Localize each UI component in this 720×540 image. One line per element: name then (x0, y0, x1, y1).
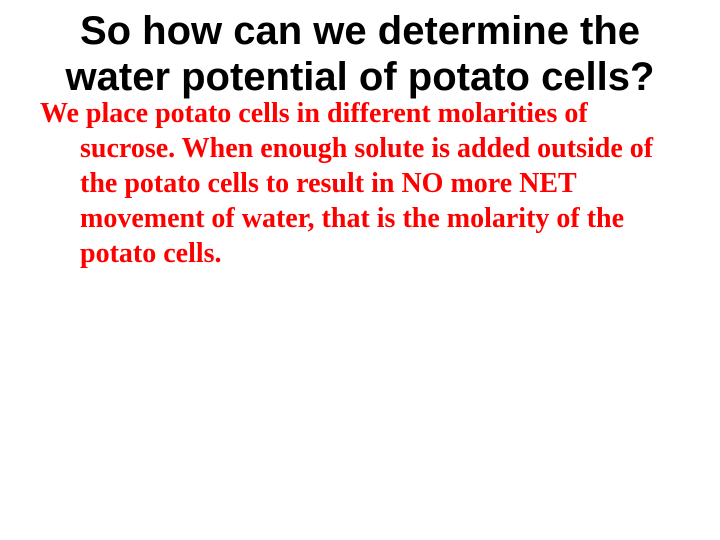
slide-body-text: We place potato cells in different molar… (40, 96, 680, 271)
slide-title: So how can we determine the water potent… (40, 8, 680, 100)
slide-container: So how can we determine the water potent… (0, 0, 720, 540)
